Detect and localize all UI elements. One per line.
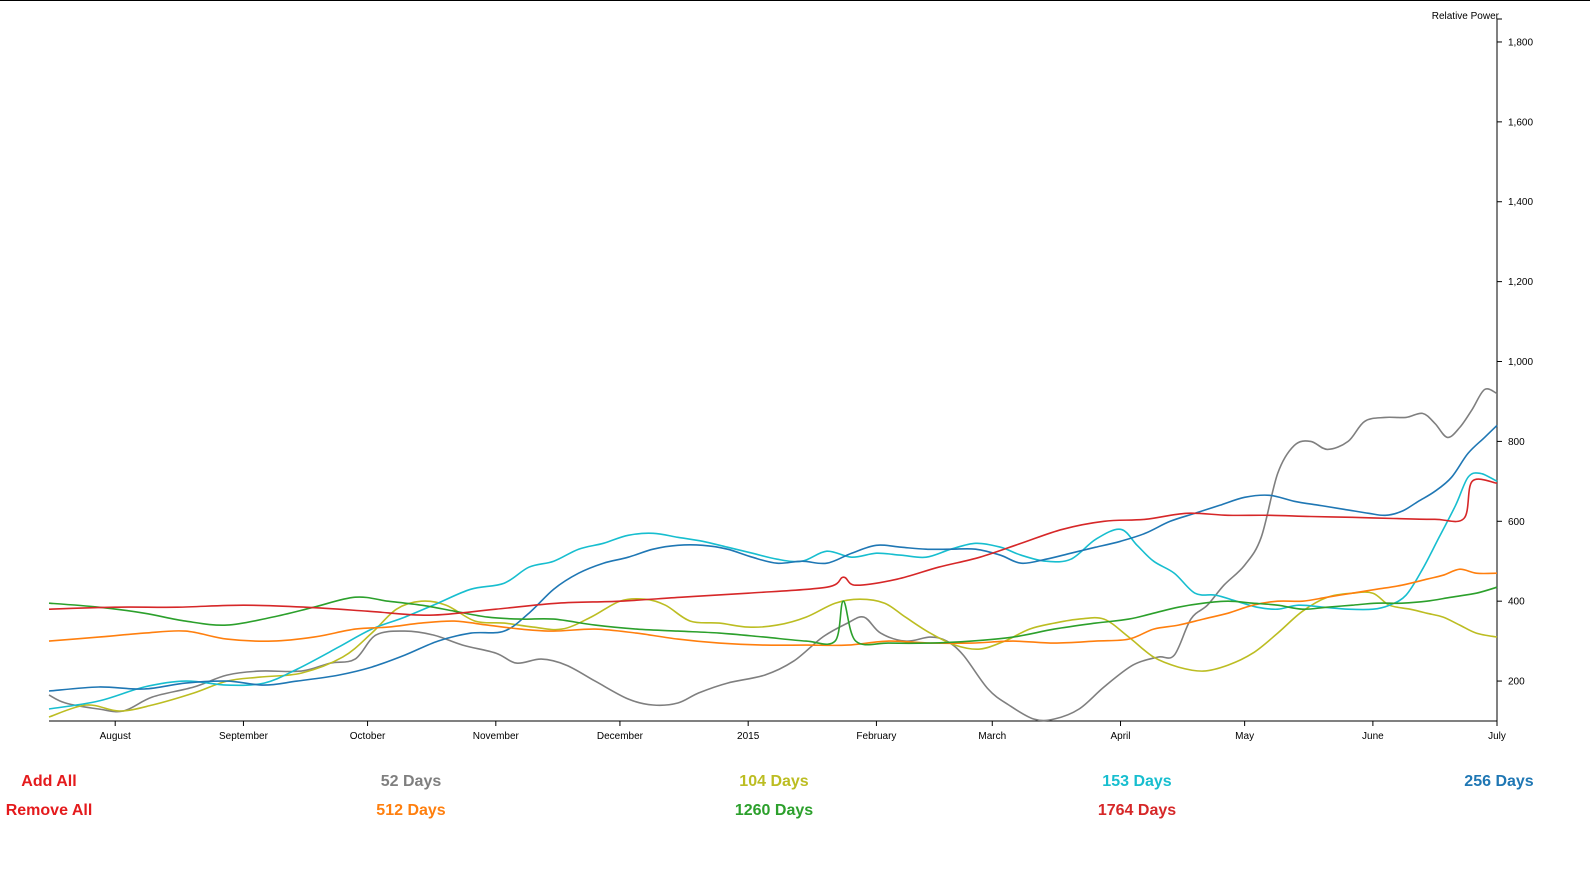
legend-toggle-1260-days[interactable]: 1260 Days (734, 802, 814, 819)
series-line-1260-days (48, 586, 1498, 646)
y-tick-label-800: 800 (1508, 437, 1525, 448)
series-line-153-days (48, 472, 1498, 710)
relative-power-line-chart: August September October November December 20… (48, 11, 1533, 742)
x-tick-label-october: October (350, 731, 386, 742)
y-tick-label-1800: 1,800 (1508, 37, 1533, 48)
x-tick-label-may: May (1235, 731, 1254, 742)
x-tick-label-2015: 2015 (737, 731, 760, 742)
remove-all-button[interactable]: Remove All (5, 802, 93, 819)
x-tick-label-july: July (1488, 731, 1506, 742)
legend-toggle-52-days[interactable]: 52 Days (380, 773, 442, 790)
x-tick-label-august: August (100, 731, 131, 742)
y-axis-title: Relative Power (1432, 11, 1500, 22)
legend-toggle-104-days[interactable]: 104 Days (739, 773, 809, 790)
y-tick-label-1000: 1,000 (1508, 357, 1533, 368)
legend-toggle-153-days[interactable]: 153 Days (1102, 773, 1172, 790)
x-tick-label-april: April (1111, 731, 1131, 742)
series-line-52-days (48, 388, 1498, 722)
y-tick-label-600: 600 (1508, 517, 1525, 528)
x-tick-label-december: December (597, 731, 644, 742)
y-tick-label-400: 400 (1508, 597, 1525, 608)
x-tick-label-february: February (856, 731, 896, 742)
series-line-104-days (48, 591, 1498, 718)
top-border (0, 0, 1590, 1)
x-tick-label-june: June (1362, 731, 1384, 742)
series-line-256-days (48, 424, 1498, 692)
y-tick-label-200: 200 (1508, 677, 1525, 688)
x-tick-label-september: September (219, 731, 269, 742)
y-tick-label-1200: 1,200 (1508, 277, 1533, 288)
x-tick-label-march: March (978, 731, 1006, 742)
series-line-1764-days (48, 478, 1498, 617)
legend-toggle-1764-days[interactable]: 1764 Days (1097, 802, 1177, 819)
x-tick-label-november: November (473, 731, 520, 742)
legend-toggle-512-days[interactable]: 512 Days (376, 802, 446, 819)
add-all-button[interactable]: Add All (21, 773, 77, 790)
legend-toggle-256-days[interactable]: 256 Days (1464, 773, 1534, 790)
y-tick-label-1600: 1,600 (1508, 117, 1533, 128)
y-tick-label-1400: 1,400 (1508, 197, 1533, 208)
series-line-512-days (48, 568, 1498, 647)
